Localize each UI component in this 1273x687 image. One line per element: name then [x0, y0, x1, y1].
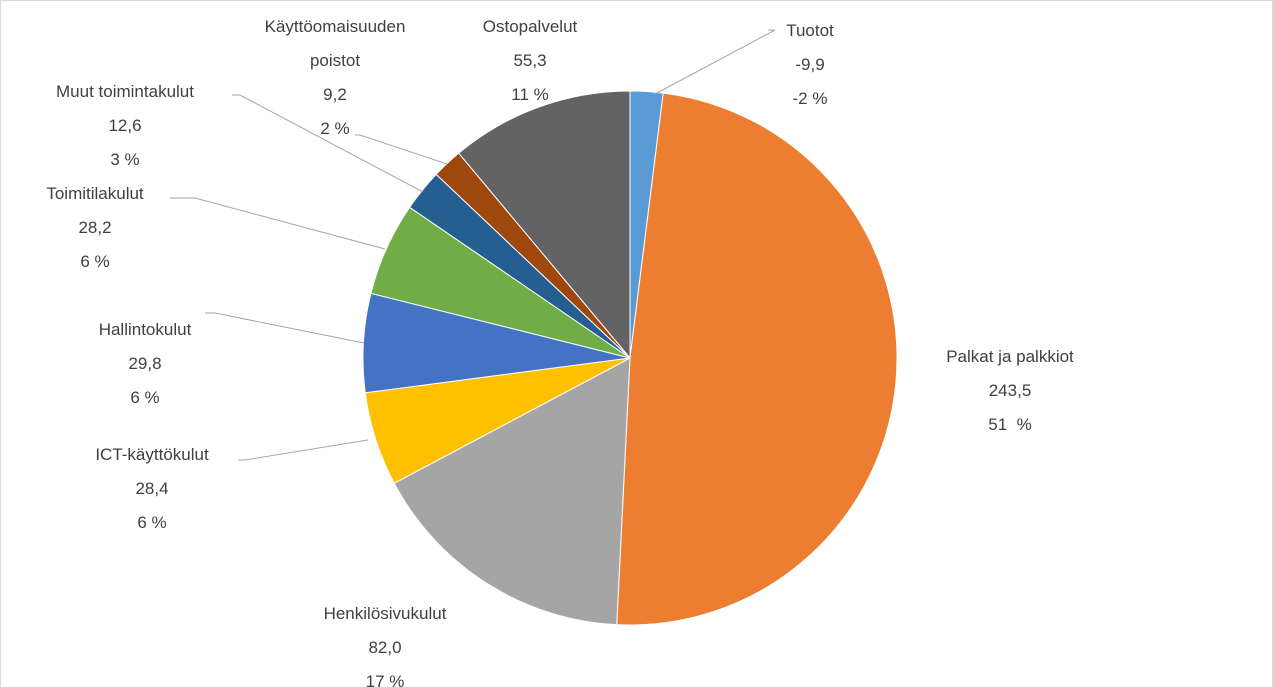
percent-label: 3 %	[110, 150, 140, 169]
percent-label: 6 %	[130, 388, 160, 407]
leader-line	[355, 134, 448, 165]
category-label: Hallintokulut	[98, 320, 192, 339]
pie-slice	[393, 357, 631, 626]
slice-label: Muut toimintakulut 12,6 3 %	[56, 75, 194, 177]
category-label: ICT-käyttökulut	[95, 445, 209, 464]
percent-label: 11 %	[511, 85, 549, 104]
percent-label: 17 %	[365, 672, 405, 687]
category-label: Palkat ja palkkiot	[946, 347, 1074, 366]
slice-label: Käyttöomaisuuden poistot 9,2 2 %	[240, 10, 430, 146]
slice-label: Palkat ja palkkiot 243,5 51 %	[946, 340, 1074, 442]
leader-line	[205, 312, 365, 344]
category-label: Muut toimintakulut	[56, 82, 194, 101]
leader-line	[170, 197, 386, 250]
leader-line	[238, 439, 369, 461]
percent-label: -2 %	[792, 89, 828, 108]
value-label: 28,2	[78, 218, 112, 237]
value-label: 55,3	[513, 51, 547, 70]
slice-label: Henkilösivukulut 82,0 17 %	[324, 597, 447, 687]
slice-label: Ostopalvelut 55,3 11 %	[483, 10, 578, 112]
slice-label: Toimitilakulut 28,2 6 %	[46, 177, 143, 279]
category-label: Käyttöomaisuuden poistot	[264, 17, 406, 70]
leader-line	[654, 29, 776, 95]
percent-label: 51 %	[988, 415, 1032, 434]
percent-label: 6 %	[80, 252, 110, 271]
pie-slice	[458, 90, 631, 360]
category-label: Henkilösivukulut	[323, 604, 447, 623]
slice-label: Hallintokulut 29,8 6 %	[99, 313, 192, 415]
value-label: 9,2	[323, 85, 347, 104]
value-label: 28,4	[135, 479, 169, 498]
category-label: Ostopalvelut	[482, 17, 578, 36]
value-label: 29,8	[128, 354, 162, 373]
percent-label: 6 %	[137, 513, 167, 532]
value-label: 12,6	[108, 116, 142, 135]
leader-line	[232, 94, 424, 193]
value-label: 82,0	[368, 638, 402, 657]
slice-label: Tuotot -9,9 -2 %	[786, 14, 834, 116]
category-label: Toimitilakulut	[46, 184, 144, 203]
value-label: -9,9	[795, 55, 825, 74]
percent-label: 2 %	[320, 119, 350, 138]
value-label: 243,5	[988, 381, 1032, 400]
pie-slice	[616, 92, 898, 626]
slice-label: ICT-käyttökulut 28,4 6 %	[95, 438, 208, 540]
category-label: Tuotot	[786, 21, 834, 40]
